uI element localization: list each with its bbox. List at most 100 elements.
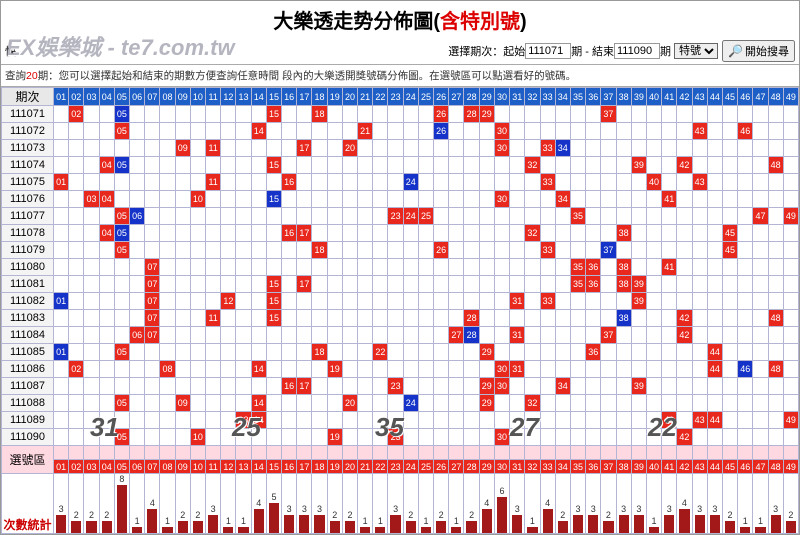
grid-cell[interactable]	[707, 157, 722, 174]
grid-cell[interactable]	[160, 395, 175, 412]
select-cell[interactable]	[175, 446, 190, 460]
select-number[interactable]: 40	[646, 460, 661, 474]
grid-cell[interactable]: 14	[251, 412, 266, 429]
grid-cell[interactable]	[783, 327, 798, 344]
grid-cell[interactable]	[312, 412, 327, 429]
select-cell[interactable]	[677, 446, 692, 460]
grid-cell[interactable]: 39	[631, 378, 646, 395]
grid-cell[interactable]	[707, 225, 722, 242]
grid-cell[interactable]	[145, 242, 160, 259]
grid-cell[interactable]: 15	[266, 157, 281, 174]
grid-cell[interactable]	[358, 225, 373, 242]
grid-cell[interactable]	[616, 208, 631, 225]
grid-cell[interactable]	[266, 412, 281, 429]
grid-cell[interactable]	[403, 327, 418, 344]
grid-cell[interactable]	[601, 123, 616, 140]
grid-cell[interactable]	[297, 123, 312, 140]
grid-cell[interactable]	[236, 242, 251, 259]
grid-cell[interactable]	[99, 395, 114, 412]
grid-cell[interactable]	[236, 429, 251, 446]
grid-cell[interactable]	[418, 429, 433, 446]
grid-cell[interactable]	[570, 242, 585, 259]
grid-cell[interactable]	[449, 310, 464, 327]
grid-cell[interactable]	[84, 310, 99, 327]
select-cell[interactable]	[464, 446, 479, 460]
grid-cell[interactable]	[418, 310, 433, 327]
grid-cell[interactable]	[221, 310, 236, 327]
grid-cell[interactable]	[221, 106, 236, 123]
grid-cell[interactable]	[206, 208, 221, 225]
grid-cell[interactable]	[342, 157, 357, 174]
grid-cell[interactable]	[145, 208, 160, 225]
grid-cell[interactable]	[175, 123, 190, 140]
grid-cell[interactable]	[145, 344, 160, 361]
grid-cell[interactable]	[434, 191, 449, 208]
grid-cell[interactable]	[373, 225, 388, 242]
grid-cell[interactable]	[84, 276, 99, 293]
select-number[interactable]: 03	[84, 460, 99, 474]
grid-cell[interactable]	[160, 174, 175, 191]
grid-cell[interactable]	[434, 208, 449, 225]
grid-cell[interactable]	[190, 140, 205, 157]
grid-cell[interactable]	[145, 157, 160, 174]
grid-cell[interactable]	[373, 123, 388, 140]
grid-cell[interactable]: 32	[525, 225, 540, 242]
grid-cell[interactable]	[175, 259, 190, 276]
select-cell[interactable]	[282, 446, 297, 460]
grid-cell[interactable]	[190, 412, 205, 429]
select-cell[interactable]	[722, 446, 737, 460]
grid-cell[interactable]	[358, 208, 373, 225]
grid-cell[interactable]: 17	[297, 140, 312, 157]
grid-cell[interactable]	[434, 310, 449, 327]
grid-cell[interactable]	[358, 157, 373, 174]
grid-cell[interactable]: 29	[479, 344, 494, 361]
grid-cell[interactable]: 05	[114, 429, 129, 446]
grid-cell[interactable]	[266, 242, 281, 259]
grid-cell[interactable]	[388, 293, 403, 310]
grid-cell[interactable]	[282, 344, 297, 361]
grid-cell[interactable]	[190, 174, 205, 191]
grid-cell[interactable]	[601, 208, 616, 225]
grid-cell[interactable]	[479, 242, 494, 259]
grid-cell[interactable]	[768, 395, 783, 412]
grid-cell[interactable]	[221, 191, 236, 208]
grid-cell[interactable]: 10	[190, 429, 205, 446]
grid-cell[interactable]: 24	[403, 174, 418, 191]
grid-cell[interactable]	[251, 344, 266, 361]
grid-cell[interactable]	[540, 208, 555, 225]
grid-cell[interactable]	[434, 259, 449, 276]
grid-cell[interactable]	[282, 140, 297, 157]
grid-cell[interactable]	[722, 395, 737, 412]
grid-cell[interactable]	[190, 361, 205, 378]
grid-cell[interactable]	[586, 123, 601, 140]
grid-cell[interactable]	[479, 259, 494, 276]
grid-cell[interactable]	[160, 191, 175, 208]
grid-cell[interactable]	[510, 429, 525, 446]
grid-cell[interactable]	[160, 276, 175, 293]
grid-cell[interactable]: 44	[707, 361, 722, 378]
grid-cell[interactable]	[190, 293, 205, 310]
grid-cell[interactable]	[130, 361, 145, 378]
grid-cell[interactable]	[114, 378, 129, 395]
grid-cell[interactable]	[631, 140, 646, 157]
grid-cell[interactable]	[403, 293, 418, 310]
grid-cell[interactable]: 13	[236, 412, 251, 429]
grid-cell[interactable]	[312, 276, 327, 293]
grid-cell[interactable]	[145, 225, 160, 242]
select-number[interactable]: 34	[555, 460, 570, 474]
grid-cell[interactable]	[540, 344, 555, 361]
grid-cell[interactable]	[449, 157, 464, 174]
grid-cell[interactable]	[403, 106, 418, 123]
grid-cell[interactable]	[145, 123, 160, 140]
grid-cell[interactable]	[69, 208, 84, 225]
grid-cell[interactable]	[99, 140, 114, 157]
grid-cell[interactable]: 05	[114, 242, 129, 259]
grid-cell[interactable]	[464, 208, 479, 225]
grid-cell[interactable]	[312, 259, 327, 276]
grid-cell[interactable]	[449, 174, 464, 191]
grid-cell[interactable]	[646, 344, 661, 361]
grid-cell[interactable]	[479, 157, 494, 174]
grid-cell[interactable]	[373, 429, 388, 446]
grid-cell[interactable]	[646, 208, 661, 225]
grid-cell[interactable]: 29	[479, 395, 494, 412]
